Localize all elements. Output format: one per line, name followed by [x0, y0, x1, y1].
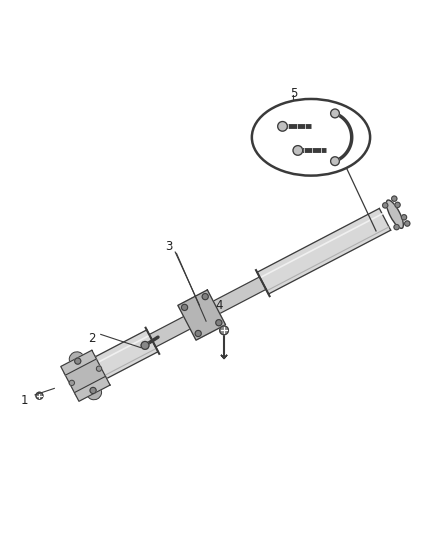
Circle shape — [394, 224, 399, 230]
Polygon shape — [72, 330, 158, 391]
Circle shape — [75, 358, 81, 364]
Text: 1: 1 — [20, 393, 28, 407]
Text: 2: 2 — [88, 332, 96, 345]
Ellipse shape — [191, 297, 212, 333]
Text: 3: 3 — [165, 240, 172, 253]
Circle shape — [383, 203, 388, 208]
Ellipse shape — [188, 301, 208, 334]
Polygon shape — [221, 355, 227, 359]
Circle shape — [141, 342, 149, 349]
Circle shape — [90, 387, 96, 393]
Circle shape — [220, 326, 229, 335]
Circle shape — [36, 392, 43, 399]
Circle shape — [392, 196, 397, 201]
Polygon shape — [74, 376, 110, 401]
Circle shape — [405, 221, 410, 226]
Text: 5: 5 — [290, 87, 297, 100]
Circle shape — [69, 380, 74, 385]
Ellipse shape — [197, 297, 215, 328]
Circle shape — [331, 109, 339, 118]
Polygon shape — [178, 290, 226, 340]
Circle shape — [293, 146, 303, 155]
Polygon shape — [61, 350, 96, 375]
Ellipse shape — [69, 352, 85, 367]
Circle shape — [216, 320, 222, 326]
Ellipse shape — [252, 99, 370, 175]
Circle shape — [181, 304, 187, 310]
Circle shape — [195, 330, 201, 336]
Circle shape — [278, 122, 287, 131]
Polygon shape — [64, 356, 107, 396]
Circle shape — [331, 157, 339, 166]
Polygon shape — [149, 277, 266, 347]
Text: 4: 4 — [215, 300, 223, 312]
Circle shape — [202, 294, 208, 300]
Ellipse shape — [386, 200, 403, 228]
Polygon shape — [257, 208, 391, 294]
Circle shape — [401, 215, 406, 220]
Ellipse shape — [86, 384, 102, 400]
Circle shape — [96, 366, 102, 372]
Circle shape — [395, 202, 400, 207]
